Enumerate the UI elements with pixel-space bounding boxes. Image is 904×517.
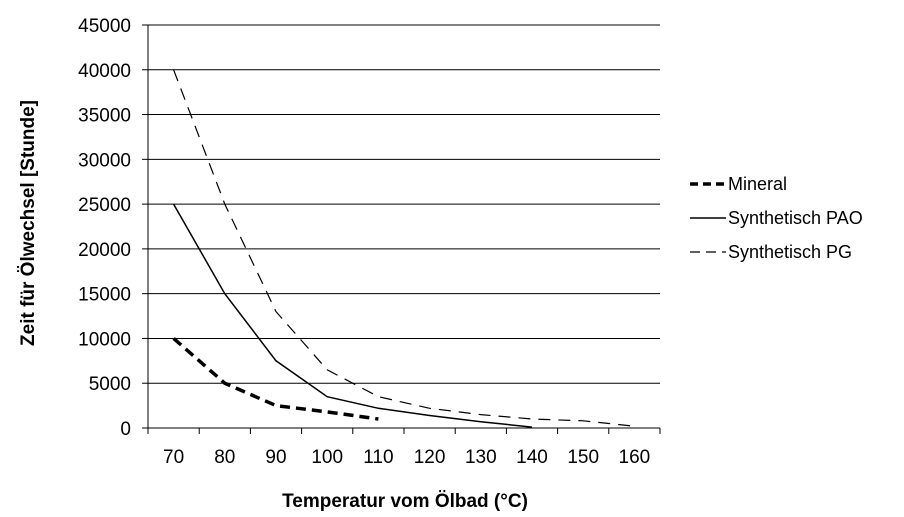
x-tick-label: 120 <box>414 447 446 468</box>
series-line-synthetisch-pg <box>173 69 635 427</box>
y-tick-label: 40000 <box>78 61 131 82</box>
x-tick-label: 140 <box>516 447 548 468</box>
axes <box>142 24 661 434</box>
legend-label: Synthetisch PAO <box>728 208 863 228</box>
y-tick-label: 10000 <box>78 329 131 350</box>
x-tick-label: 110 <box>363 447 393 468</box>
x-tick-label: 150 <box>567 447 599 468</box>
x-tick-labels: 70 80 90 100 110 120 130 140 150 160 <box>163 447 650 468</box>
x-tick-label: 70 <box>163 447 184 468</box>
y-tick-labels: 0 5000 10000 15000 20000 25000 30000 35000 40000… <box>78 16 131 440</box>
y-tick-label: 0 <box>120 419 131 440</box>
legend-label: Mineral <box>728 174 787 194</box>
legend: Mineral Synthetisch PAO Synthetisch PG <box>690 174 863 262</box>
series-line-mineral <box>172 337 379 421</box>
gridlines <box>148 24 660 384</box>
series-line-synthetisch-pao <box>172 203 533 428</box>
x-axis-title: Temperatur vom Ölbad (°C) <box>282 491 528 512</box>
y-tick-label: 20000 <box>78 240 131 261</box>
y-axis-title: Zeit für Ölwechsel [Stunde] <box>18 100 39 346</box>
y-tick-label: 35000 <box>78 106 131 127</box>
y-tick-label: 25000 <box>78 195 131 216</box>
series-lines <box>172 69 635 428</box>
y-tick-label: 45000 <box>78 16 131 37</box>
x-tick-label: 90 <box>265 447 286 468</box>
y-tick-label: 30000 <box>78 150 131 171</box>
legend-label: Synthetisch PG <box>728 242 852 262</box>
x-tick-label: 130 <box>465 447 497 468</box>
x-tick-label: 160 <box>619 447 651 468</box>
y-tick-label: 5000 <box>89 374 131 395</box>
x-tick-label: 80 <box>214 447 235 468</box>
y-tick-label: 15000 <box>78 285 131 306</box>
x-tick-label: 100 <box>311 447 343 468</box>
